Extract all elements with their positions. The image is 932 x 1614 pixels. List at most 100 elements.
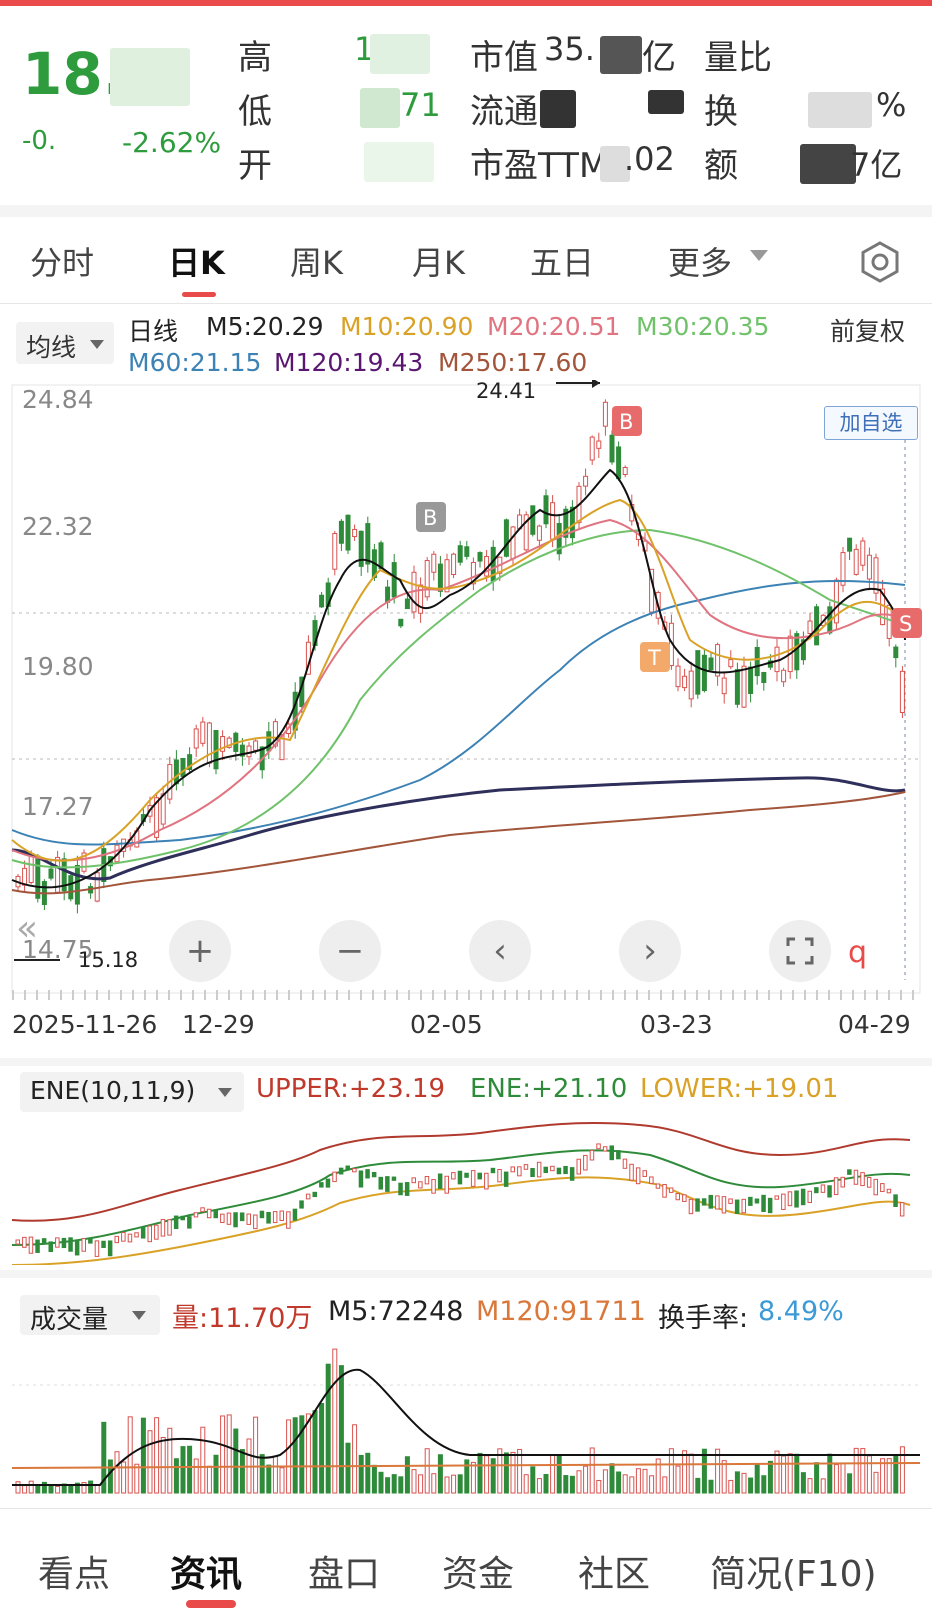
settings-icon[interactable] [858,240,902,284]
candle-body [675,665,681,688]
ene-candle [517,1166,522,1177]
ene-candle [213,1209,218,1219]
volume-bar [517,1448,523,1494]
y-tick: 22.32 [22,512,94,541]
tab-intraday[interactable]: 分时 [30,244,95,282]
tab-five-day[interactable]: 五日 [530,244,595,282]
ene-candle [880,1183,885,1193]
ene-candle [635,1167,641,1185]
nav-order-book[interactable]: 盘口 [308,1554,381,1595]
volume-bar [635,1468,641,1494]
query-icon[interactable]: q [848,935,868,970]
ene-candle [695,1198,700,1212]
pe-obscured [600,146,630,182]
high-obscured [370,34,430,74]
volume-bar [899,1446,905,1494]
ene-dropdown[interactable]: ENE(10,11,9) [20,1072,244,1112]
nav-funds[interactable]: 资金 [442,1554,515,1595]
ene-candle [741,1198,746,1214]
ene-candle [682,1194,687,1202]
sell-signal-badge[interactable] [892,608,922,638]
ene-candle [484,1172,489,1190]
volume-bar [701,1448,707,1494]
low-price-mark: 15.18 [78,948,138,972]
candle-body [616,446,622,480]
candle-body [173,759,179,785]
volume-bar [490,1458,496,1494]
volume-bar [536,1478,542,1494]
volume-bar [820,1478,826,1494]
pan-left-button[interactable]: ‹ [469,920,531,982]
buy-signal-badge[interactable] [416,502,446,532]
volume-bar [398,1476,404,1494]
ene-candle [655,1183,661,1189]
volume-dropdown[interactable]: 成交量 [20,1295,160,1335]
ma-type-dropdown[interactable]: 均线 [16,322,114,364]
pe-label: 市盈TTM [470,146,609,186]
candle-body [226,737,232,748]
volume-bar [734,1471,740,1494]
tab-more[interactable]: 更多 [668,244,733,282]
ene-candle [497,1169,502,1183]
tab-monthly[interactable]: 月K [412,244,465,282]
fullscreen-button[interactable] [769,920,831,982]
t-signal-badge[interactable] [640,642,670,672]
ene-candle [15,1239,20,1245]
float-obscured-1 [540,90,576,128]
ene-candle [358,1170,364,1188]
ene-candle [319,1182,324,1188]
candle-body [728,659,734,668]
volume-bar [312,1410,318,1494]
ene-label: ENE(10,11,9) [30,1076,196,1105]
y-tick: 19.80 [22,652,94,681]
kline-chart[interactable]: 24.84 22.32 19.80 17.27 14.75 24.41 15.1… [0,380,932,1010]
ma10-value: M10:20.90 [340,312,474,341]
ma60-line [11,579,906,846]
volume-bar [503,1452,509,1494]
open-label: 开 [238,146,272,186]
volume-bar [378,1471,384,1494]
ene-candle [523,1164,529,1170]
ene-candle [160,1218,166,1237]
ene-candle [886,1188,892,1194]
zoom-in-button[interactable]: + [169,920,231,982]
tab-weekly[interactable]: 周K [290,244,343,282]
ene-candle [833,1177,839,1196]
zoom-out-button[interactable]: − [319,920,381,982]
tab-daily[interactable]: 日K [168,244,225,282]
ene-candle [114,1235,119,1244]
nav-community[interactable]: 社区 [578,1554,651,1595]
volume-bar [774,1450,780,1494]
ene-candle [596,1143,601,1150]
candle-body [48,868,54,879]
ene-candle [378,1176,383,1190]
turnover-rate-value: 8.49% [758,1296,844,1327]
add-watch-button[interactable]: 加自选 [824,406,918,440]
volume-bar [259,1454,265,1494]
buy-signal-label: B [423,506,437,530]
nav-news[interactable]: 资讯 [170,1554,243,1595]
nav-highlights[interactable]: 看点 [38,1554,111,1595]
volume-bar [180,1446,186,1494]
volume-bar [563,1475,569,1494]
volume-bar [418,1474,424,1494]
ene-candle [827,1185,832,1198]
ma-adjust-button[interactable]: 前复权 [830,317,906,346]
volume-bar [728,1479,734,1494]
candle-body [200,721,206,744]
candle-body [781,669,787,683]
mktcap-unit: 亿 [642,38,676,78]
ene-candle [259,1210,265,1219]
ene-candle [814,1187,819,1194]
pan-right-button[interactable]: › [619,920,681,982]
buy-signal-badge[interactable] [612,406,642,436]
ene-candle [543,1166,548,1174]
ene-candle [233,1212,238,1228]
nav-profile-f10[interactable]: 简况(F10) [710,1554,877,1595]
ene-candle [398,1182,403,1196]
minus-icon: − [335,931,365,971]
volume-bar [154,1417,160,1494]
price-change: -0. [22,126,57,156]
scroll-to-start-icon[interactable]: « [16,908,39,949]
ene-candle [101,1240,106,1248]
